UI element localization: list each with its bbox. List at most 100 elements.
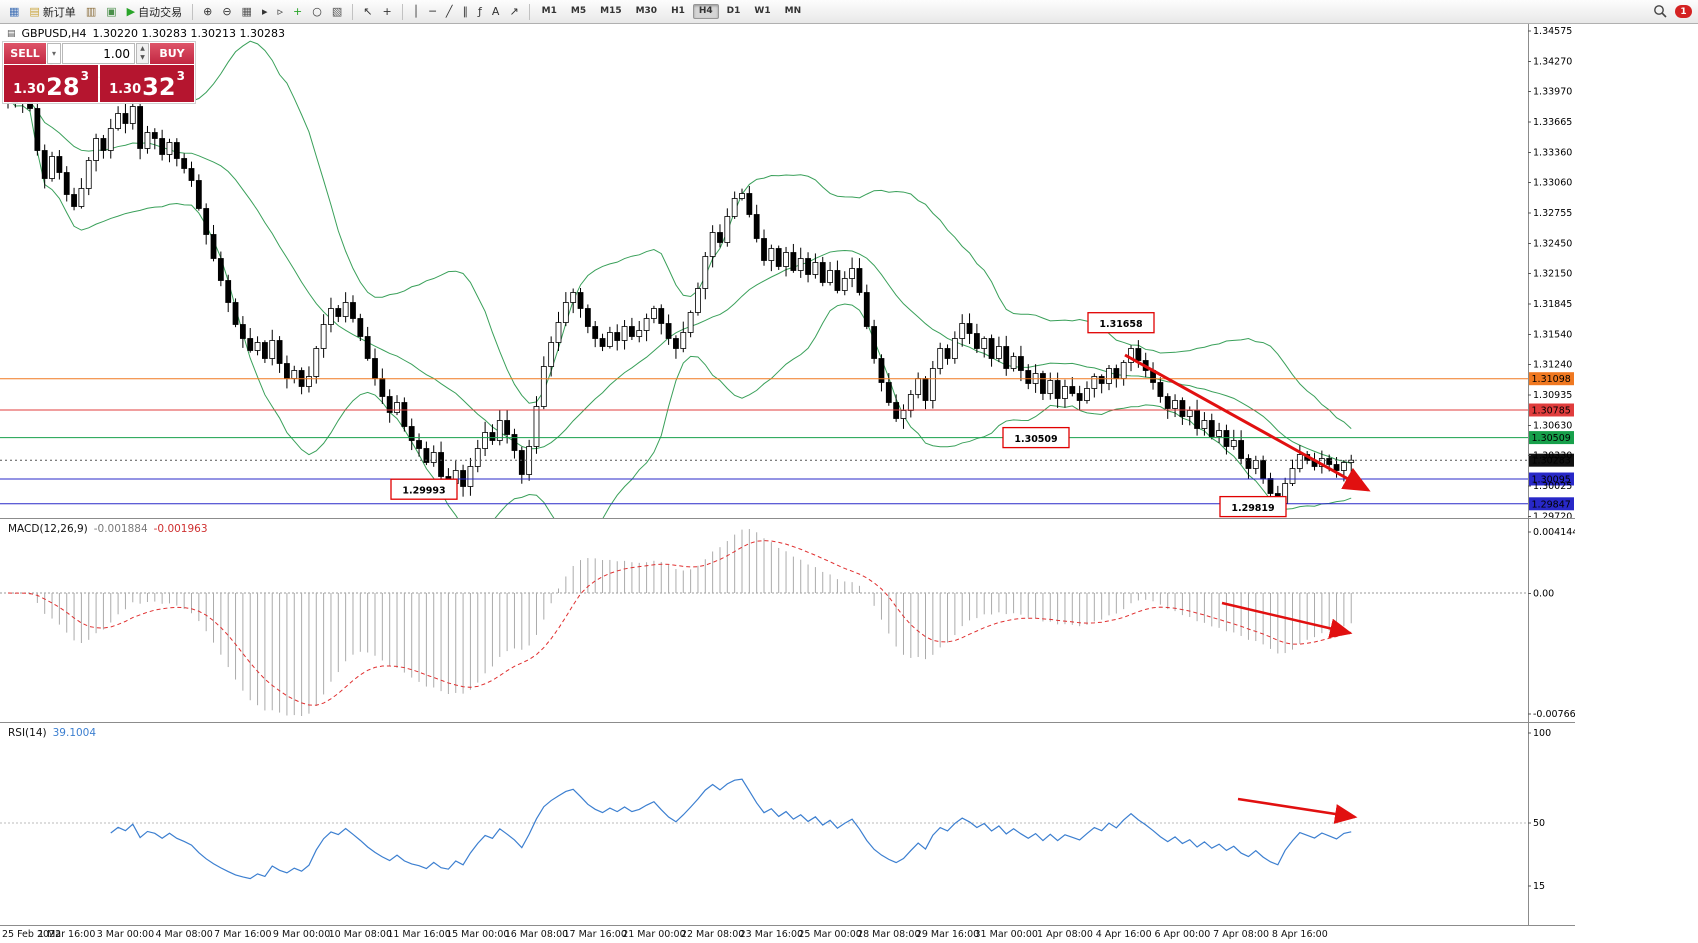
history-center-icon: ▥ [85, 5, 97, 18]
timeframe-m15[interactable]: M15 [600, 6, 622, 16]
macd-histogram [14, 529, 1352, 716]
crosshair-icon[interactable]: + [378, 1, 395, 23]
cursor-icon[interactable]: ↖ [359, 1, 376, 23]
macd-signal-line [7, 540, 1352, 706]
svg-text:1.32150: 1.32150 [1533, 269, 1572, 280]
arrows-tool-icon: ↗ [509, 5, 519, 18]
vertical-line-icon[interactable]: │ [409, 1, 424, 23]
notification-badge[interactable]: 1 [1675, 5, 1692, 18]
timeframe-m5[interactable]: M5 [570, 6, 587, 16]
arrows-tool-icon[interactable]: ↗ [505, 1, 522, 23]
rsi-panel[interactable]: 100 50 15 [0, 723, 1575, 925]
new-chart-icon[interactable]: ▦ [5, 1, 23, 23]
zoom-in-icon[interactable]: ⊕ [199, 1, 216, 23]
price-axis[interactable]: 1.34575 1.34270 1.33970 1.33665 1.33360 1.330… [1528, 24, 1572, 519]
svg-text:-0.007664: -0.007664 [1533, 709, 1575, 720]
time-axis-label: 31 Mar 00:00 [974, 929, 1038, 940]
text-icon[interactable]: A [488, 1, 504, 23]
crosshair-icon: + [382, 5, 392, 18]
panel-separator[interactable] [0, 518, 1575, 519]
time-axis-label: 16 Mar 08:00 [504, 929, 569, 940]
fibonacci-icon: ƒ [478, 5, 482, 18]
macd-axis[interactable]: 0.004144 0.00 -0.007664 [1528, 519, 1575, 723]
search-icon[interactable] [1653, 4, 1668, 19]
svg-text:50: 50 [1533, 818, 1545, 829]
volume-stepper[interactable]: ▲ ▼ [136, 43, 149, 64]
horizontal-line-icon: ─ [429, 5, 436, 18]
web-terminal-icon: ▣ [106, 5, 117, 18]
sell-button[interactable]: SELL [4, 43, 46, 64]
timeframe-w1[interactable]: W1 [754, 6, 771, 16]
stepper-up-icon[interactable]: ▲ [140, 44, 145, 52]
templates-icon[interactable]: ▧ [328, 1, 346, 23]
time-axis[interactable]: 25 Feb 2022 1 Mar 16:00 3 Mar 00:00 4 Mar 0… [0, 925, 1575, 943]
volume-input[interactable]: 1.00 [62, 43, 135, 64]
buy-price-box[interactable]: 1.30 32 3 [100, 65, 194, 102]
timeframe-h4[interactable]: H4 [692, 4, 719, 19]
svg-text:1.30509: 1.30509 [1532, 433, 1571, 444]
main-chart-panel[interactable]: 1.310981.307851.305091.300951.298471.302… [0, 24, 1575, 519]
bollinger-bands [7, 40, 1352, 519]
channel-icon[interactable]: ∥ [459, 1, 473, 23]
time-axis-label: 7 Apr 08:00 [1213, 929, 1270, 940]
sell-price-prefix: 1.30 [13, 82, 46, 98]
svg-text:1.34270: 1.34270 [1533, 57, 1572, 68]
periods-icon[interactable]: ○ [308, 1, 326, 23]
timeframe-h1[interactable]: H1 [671, 6, 685, 16]
time-axis-label: 9 Mar 00:00 [272, 929, 331, 940]
horizontal-line-objects[interactable]: 1.31098 1.30785 1.30509 1.30095 1.29847 1.302… [0, 372, 1574, 511]
panel-separator[interactable] [0, 722, 1575, 723]
timeframe-m1[interactable]: M1 [541, 6, 557, 16]
time-axis-label: 8 Apr 16:00 [1271, 929, 1328, 940]
sell-price-box[interactable]: 1.30 28 3 [4, 65, 98, 102]
time-axis-label: 4 Apr 16:00 [1095, 929, 1152, 940]
candles[interactable] [5, 74, 1355, 512]
rsi-axis[interactable]: 100 50 15 [1528, 723, 1551, 925]
svg-text:1.32450: 1.32450 [1533, 239, 1572, 250]
chart-annotations[interactable]: 1.31658 1.30509 1.29993 1.29819 [390, 312, 1371, 518]
buy-button[interactable]: BUY [150, 43, 194, 64]
time-axis-label: 22 Mar 08:00 [680, 929, 745, 940]
tile-windows-icon: ▦ [241, 5, 252, 18]
time-axis-label: 4 Mar 08:00 [155, 929, 213, 940]
toolbar-right: 1 [1653, 4, 1694, 19]
time-axis-label: 28 Mar 08:00 [857, 929, 921, 940]
autotrade-button[interactable]: ▶ 自动交易 [123, 1, 186, 23]
indicators-add-icon[interactable]: + [289, 1, 306, 23]
time-axis-label: 17 Mar 16:00 [563, 929, 627, 940]
time-axis-label: 3 Mar 00:00 [96, 929, 155, 940]
svg-text:15: 15 [1533, 881, 1545, 892]
web-terminal-icon[interactable]: ▣ [102, 1, 120, 23]
fibonacci-icon[interactable]: ƒ [474, 1, 486, 23]
chart-ohlc-line: ▤ GBPUSD,H4 1.30220 1.30283 1.30213 1.30… [7, 27, 285, 40]
horizontal-line-icon[interactable]: ─ [425, 1, 440, 23]
history-center-icon[interactable]: ▥ [82, 1, 100, 23]
time-axis-label: 1 Apr 08:00 [1037, 929, 1093, 940]
timeframe-m30[interactable]: M30 [635, 6, 658, 16]
new-order-button[interactable]: ▤ 新订单 [25, 1, 79, 23]
svg-text:1.30025: 1.30025 [1533, 481, 1572, 492]
auto-scroll-icon[interactable]: ▸ [258, 1, 272, 23]
macd-name: MACD(12,26,9) [8, 523, 88, 535]
timeframe-mn[interactable]: MN [784, 6, 802, 16]
timeframe-d1[interactable]: D1 [726, 6, 741, 16]
tile-windows-icon[interactable]: ▦ [238, 1, 256, 23]
svg-text:1.29720: 1.29720 [1533, 512, 1572, 520]
order-type-dropdown[interactable]: ▾ [47, 43, 61, 64]
svg-text:1.33665: 1.33665 [1533, 117, 1572, 128]
text-icon: A [491, 5, 500, 18]
macd-panel[interactable]: 0.004144 0.00 -0.007664 [0, 519, 1575, 723]
vertical-line-icon: │ [412, 5, 420, 18]
trendline-icon: ╱ [445, 5, 453, 18]
sell-price-sup: 3 [80, 69, 89, 83]
svg-text:1.31658: 1.31658 [1099, 319, 1143, 330]
toolbar: ▦ ▤ 新订单 ▥ ▣ ▶ 自动交易 ⊕ ⊖ ▦ ▸ ▹ + ○ ▧ ↖ + │ ─ ╱ ∥ ƒ A ↗ M1 M5 M15 M30 H… [0, 0, 1698, 24]
trendline-icon[interactable]: ╱ [442, 1, 457, 23]
svg-text:1.30283: 1.30283 [1532, 456, 1571, 467]
zoom-out-icon[interactable]: ⊖ [218, 1, 235, 23]
symbol-period: GBPUSD,H4 [21, 27, 87, 40]
time-axis-label: 10 Mar 08:00 [328, 929, 393, 940]
new-order-button-label: 新订单 [42, 5, 76, 19]
stepper-down-icon[interactable]: ▼ [140, 54, 145, 62]
chart-shift-icon[interactable]: ▹ [273, 1, 287, 23]
